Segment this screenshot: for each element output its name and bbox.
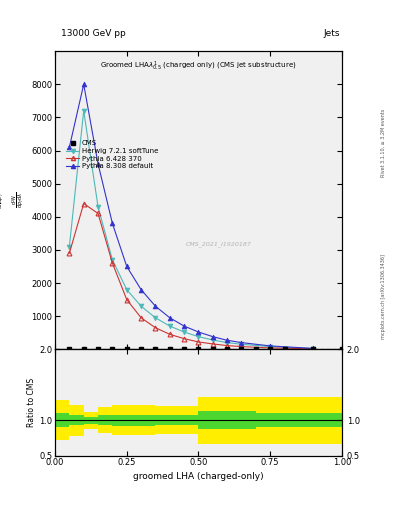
Text: Groomed LHA$\lambda^{1}_{0.5}$ (charged only) (CMS jet substructure): Groomed LHA$\lambda^{1}_{0.5}$ (charged … — [100, 60, 297, 73]
Y-axis label: $\frac{1}{\mathrm{d}N\!/\!\mathrm{d}p_T}$
$\frac{\mathrm{d}^2 N}{\mathrm{d}p_T\m: $\frac{1}{\mathrm{d}N\!/\!\mathrm{d}p_T}… — [0, 191, 27, 209]
Y-axis label: Ratio to CMS: Ratio to CMS — [28, 378, 36, 427]
X-axis label: groomed LHA (charged-only): groomed LHA (charged-only) — [133, 472, 264, 481]
Legend: CMS, Herwig 7.2.1 softTune, Pythia 6.428 370, Pythia 8.308 default: CMS, Herwig 7.2.1 softTune, Pythia 6.428… — [64, 138, 160, 172]
Text: mcplots.cern.ch [arXiv:1306.3436]: mcplots.cern.ch [arXiv:1306.3436] — [381, 254, 386, 339]
Text: 13000 GeV pp: 13000 GeV pp — [61, 29, 126, 38]
Text: CMS_2021_I1920187: CMS_2021_I1920187 — [185, 241, 252, 247]
Text: Rivet 3.1.10, ≥ 3.2M events: Rivet 3.1.10, ≥ 3.2M events — [381, 109, 386, 178]
Text: Jets: Jets — [323, 29, 340, 38]
